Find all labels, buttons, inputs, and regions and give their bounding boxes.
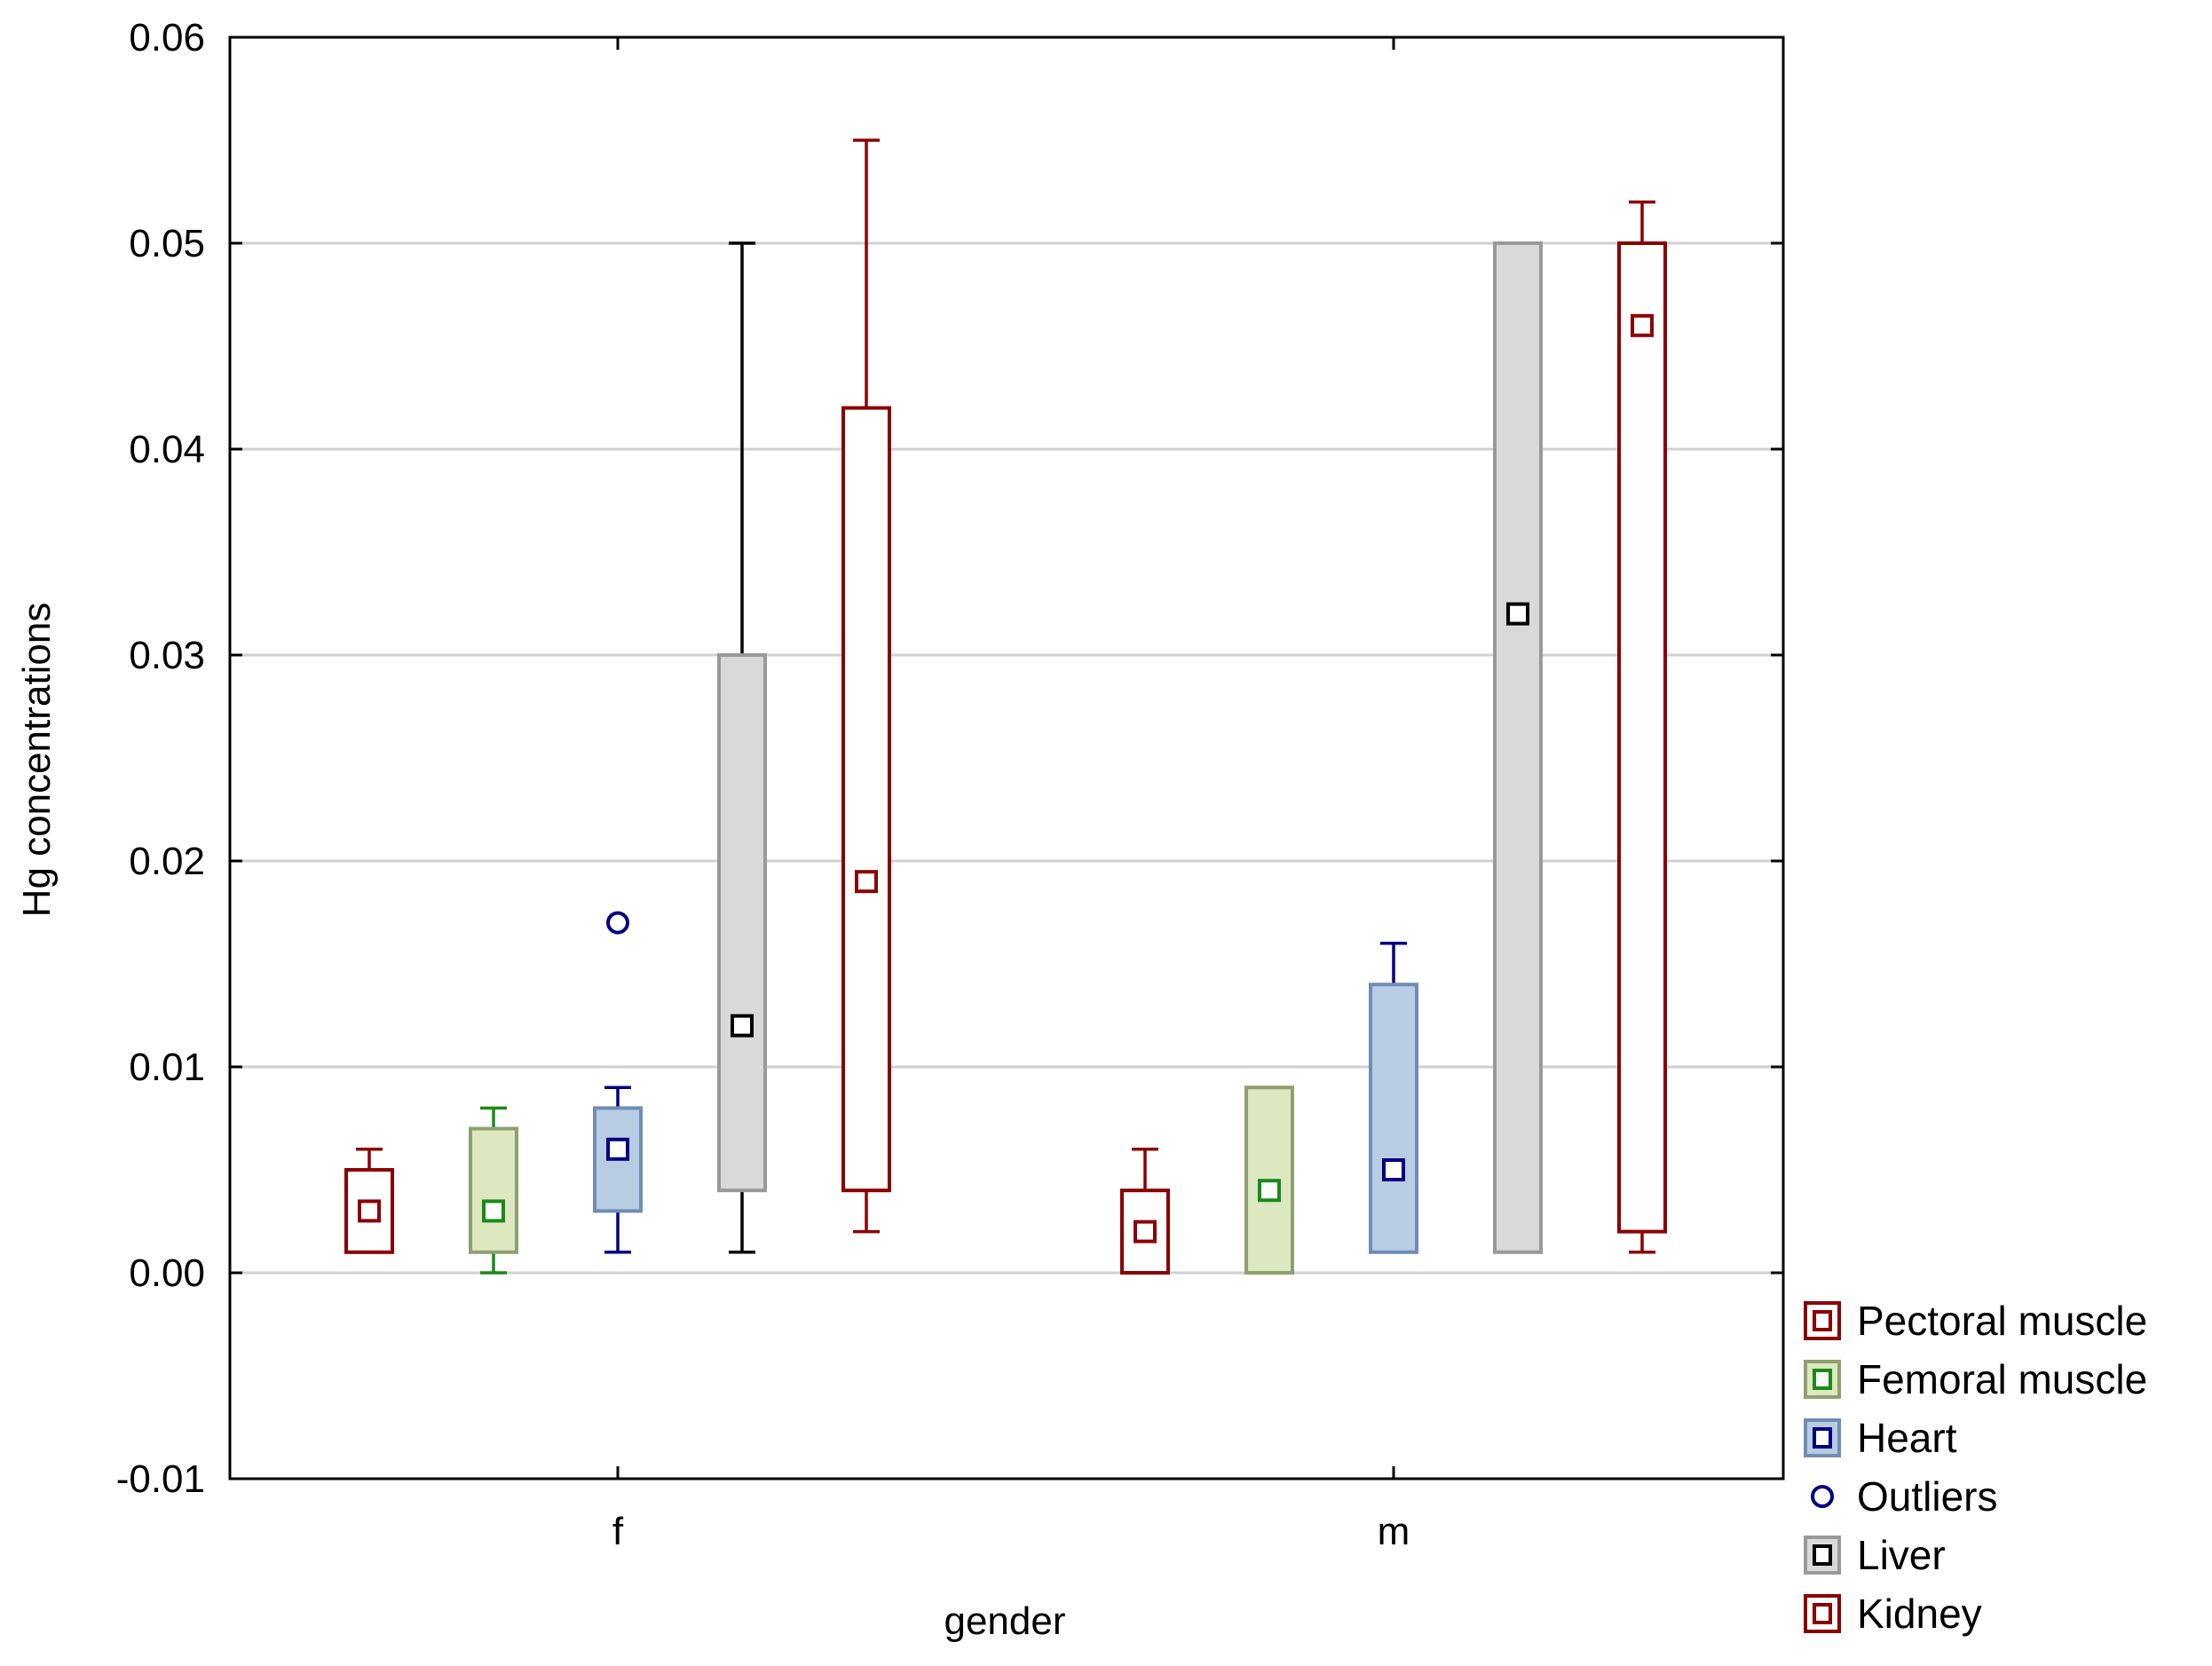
plot-area-frame bbox=[228, 36, 1785, 1480]
liver-f-median-marker bbox=[731, 1014, 754, 1038]
liver-m-median-marker bbox=[1506, 602, 1529, 626]
legend-label-pectoral-muscle: Pectoral muscle bbox=[1857, 1298, 2147, 1344]
y-axis-title: Hg concentrations bbox=[15, 603, 59, 918]
heart-m-median-marker bbox=[1382, 1158, 1405, 1181]
heart-f-outlier-0 bbox=[606, 911, 629, 935]
y-tick-label: 0.06 bbox=[129, 16, 205, 59]
kidney-m-box bbox=[1617, 241, 1667, 1234]
axes: -0.01 0.00 0.01 0.02 0.03 0.04 0.05 0.06 f m bbox=[116, 16, 1783, 1553]
box-plots bbox=[344, 138, 1667, 1275]
x-axis-title: gender bbox=[944, 1599, 1065, 1643]
legend-marker-femoral-muscle bbox=[1813, 1369, 1832, 1390]
gridlines bbox=[230, 241, 1783, 1275]
legend-marker-kidney bbox=[1813, 1603, 1832, 1624]
femoral-muscle-f-box bbox=[469, 1126, 518, 1254]
liver-m-box bbox=[1493, 241, 1543, 1254]
legend-label-outliers: Outliers bbox=[1857, 1473, 1997, 1520]
kidney-m-median-marker bbox=[1631, 313, 1654, 337]
legend-label-liver: Liver bbox=[1857, 1532, 1946, 1578]
y-tick-label: 0.02 bbox=[129, 840, 205, 883]
legend-marker-heart bbox=[1813, 1427, 1832, 1449]
y-tick-label: 0.05 bbox=[129, 222, 205, 265]
legend-swatch-outliers bbox=[1811, 1485, 1834, 1508]
y-tick-label: 0.03 bbox=[129, 634, 205, 677]
y-tick-label: 0.04 bbox=[129, 428, 205, 471]
femoral-muscle-m-median-marker bbox=[1258, 1179, 1281, 1203]
pectoral-muscle-f-median-marker bbox=[358, 1199, 381, 1223]
legend: Pectoral muscle Femoral muscle Heart Outlie… bbox=[1804, 1298, 2147, 1637]
y-tick-label: -0.01 bbox=[116, 1457, 205, 1501]
kidney-f-median-marker bbox=[855, 870, 878, 894]
legend-label-kidney: Kidney bbox=[1857, 1591, 1982, 1637]
legend-marker-liver bbox=[1813, 1544, 1832, 1566]
legend-marker-pectoral-muscle bbox=[1813, 1310, 1832, 1331]
y-tick-label: 0.00 bbox=[129, 1251, 205, 1295]
heart-m-box bbox=[1369, 983, 1418, 1254]
pectoral-muscle-m-median-marker bbox=[1134, 1220, 1157, 1244]
legend-label-heart: Heart bbox=[1857, 1415, 1957, 1461]
pectoral-muscle-f-box bbox=[344, 1168, 394, 1254]
x-tick-label-m: m bbox=[1378, 1510, 1410, 1553]
heart-f-median-marker bbox=[606, 1137, 629, 1161]
legend-label-femoral-muscle: Femoral muscle bbox=[1857, 1356, 2147, 1402]
x-tick-label-f: f bbox=[612, 1510, 624, 1553]
femoral-muscle-f-median-marker bbox=[482, 1199, 505, 1223]
kidney-f-box bbox=[841, 406, 891, 1193]
y-tick-label: 0.01 bbox=[129, 1046, 205, 1089]
liver-f-box bbox=[717, 653, 767, 1193]
